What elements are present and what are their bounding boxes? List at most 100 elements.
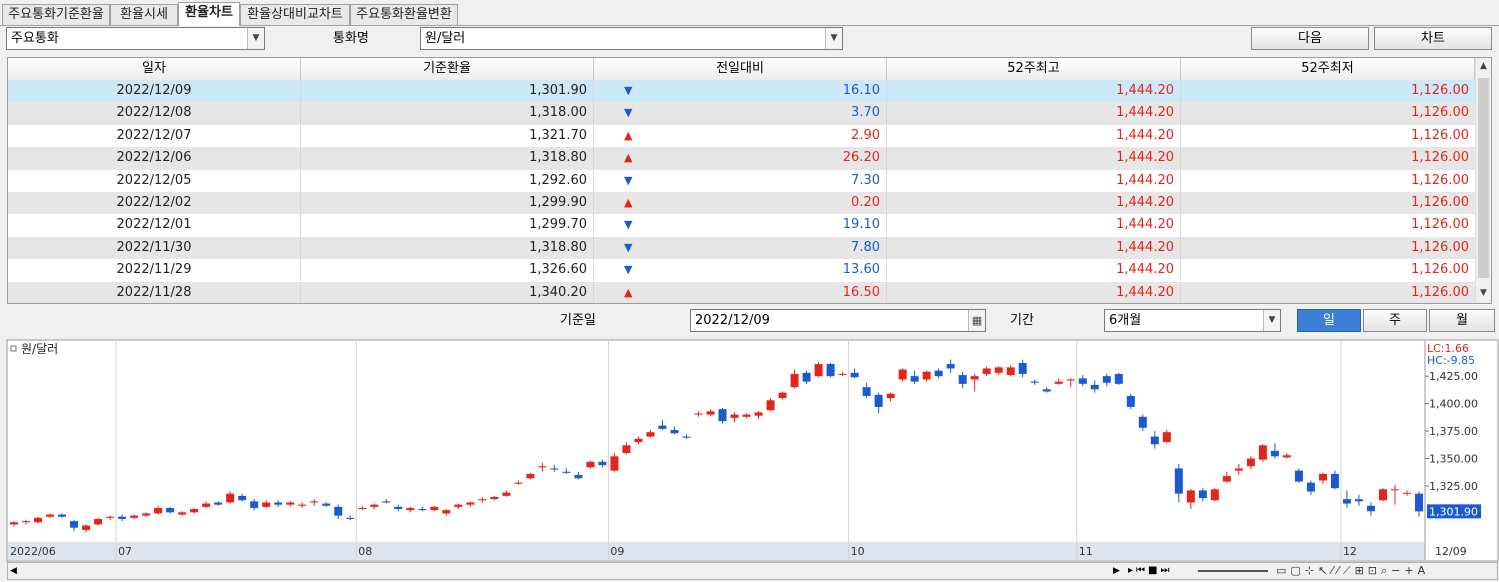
candle-body: [334, 506, 343, 516]
candle-body: [274, 502, 283, 505]
table-row[interactable]: 2022/12/09 1,301.90 16.10 1,444.20 1,126.00 ▼: [8, 80, 1475, 103]
candle-body: [1150, 436, 1159, 445]
table-cell: 1,126.00: [1411, 239, 1469, 255]
tab[interactable]: 환율시세: [110, 4, 178, 25]
candle-body: [1318, 473, 1327, 481]
table-cell: 2022/12/08: [8, 102, 301, 125]
y-tick-label: 1,325.00: [1429, 480, 1478, 493]
table-cell: 16.50: [594, 281, 887, 303]
unit-button[interactable]: 월: [1429, 309, 1495, 332]
table-row[interactable]: 2022/11/30 1,318.80 7.80 1,444.20 1,126.00 ▼: [8, 236, 1475, 260]
candle-body: [1102, 376, 1111, 383]
tab[interactable]: 주요통화환율변환: [350, 4, 458, 25]
x-tick-label: 08: [358, 545, 372, 558]
currency-combo[interactable]: 원/달러 ▼: [420, 27, 843, 50]
candle-body: [958, 375, 967, 384]
candle-body: [178, 512, 187, 515]
table-cell: 1,444.20: [887, 80, 1181, 102]
candle-body: [1006, 367, 1015, 376]
candle-body: [754, 412, 763, 416]
chart-button[interactable]: 차트: [1374, 27, 1492, 50]
candle-body: [118, 516, 127, 519]
candle-body: [526, 473, 535, 479]
table-row[interactable]: 2022/11/28 1,340.20 16.50 1,444.20 1,126.00 ▲: [8, 281, 1475, 303]
candle-body: [982, 368, 991, 374]
candle-body: [970, 376, 979, 380]
candle-body: [322, 503, 331, 506]
candle-body: [766, 400, 775, 411]
candle-body: [454, 504, 463, 507]
table-row[interactable]: 2022/12/08 1,318.00 3.70 1,444.20 1,126.00 ▼: [8, 102, 1475, 125]
table-cell: 1,444.20: [887, 102, 1181, 125]
candle-body: [1306, 482, 1315, 492]
candle-body: [898, 369, 907, 380]
table-row[interactable]: 2022/12/02 1,299.90 0.20 1,444.20 1,126.00 ▲: [8, 192, 1475, 215]
unit-button[interactable]: 주: [1363, 309, 1427, 332]
candle-body: [1126, 395, 1135, 407]
tab[interactable]: 환율차트: [178, 2, 240, 26]
base-date-input[interactable]: 2022/12/09 ▦: [690, 309, 986, 332]
candle-body: [826, 364, 835, 377]
candle-body: [1354, 499, 1363, 502]
drawing-tools[interactable]: ▭▢⊹↖⁄⁄⟋⊞⊡⌕−+A: [1276, 564, 1430, 577]
x-tick-label: 10: [851, 545, 865, 558]
candle-body: [790, 373, 799, 388]
candle-body: [1138, 416, 1147, 428]
scroll-left[interactable]: ◀: [10, 566, 17, 576]
calendar-button: ▦: [968, 310, 985, 331]
unit-button[interactable]: 일: [1297, 309, 1361, 332]
zoom-slider[interactable]: [1198, 570, 1268, 572]
candle-body: [1378, 489, 1387, 501]
candle-body: [238, 495, 247, 501]
down-arrow: ▼: [624, 84, 633, 97]
candle-body: [922, 371, 931, 380]
group-combo[interactable]: 주요통화 ▼: [6, 27, 265, 50]
table-scrollbar[interactable]: ▲ ▼: [1475, 58, 1491, 303]
up-arrow: ▲: [624, 128, 633, 142]
candle-body: [1066, 379, 1075, 381]
combo-arrow: ▼: [1263, 310, 1280, 331]
table-cell: 1,299.90: [301, 192, 594, 214]
table-row[interactable]: 2022/11/29 1,326.60 13.60 1,444.20 1,126.00 ▼: [8, 259, 1475, 282]
table-cell: 7.30: [594, 169, 887, 192]
next-button[interactable]: 다음: [1251, 27, 1369, 50]
candle-body: [310, 501, 319, 503]
scroll-right[interactable]: ▶: [1113, 566, 1120, 576]
base-date-value: 2022/12/09: [695, 313, 770, 328]
tab[interactable]: 환율상대비교차트: [240, 4, 350, 25]
candle-body: [22, 521, 31, 523]
table-cell: 1,126.00: [1411, 127, 1469, 143]
down-arrow: ▼: [624, 173, 633, 187]
down-arrow: ▼: [624, 263, 633, 277]
playback-controls[interactable]: ▸⏮■⏭: [1128, 565, 1173, 576]
rate-table: ▲ ▼ 일자 기준환율 전일대비 52주최고 52주최저 2022/12/09 1,301.…: [7, 57, 1492, 304]
table-cell: 1,126.00: [1411, 172, 1469, 188]
tab[interactable]: 주요통화기준환율: [2, 4, 110, 25]
down-arrow: ▼: [624, 106, 633, 120]
candle-body: [634, 438, 643, 443]
candle-body: [598, 461, 607, 466]
candle-body: [1282, 455, 1291, 458]
table-cell: 1,299.70: [301, 214, 594, 237]
candle-body: [154, 507, 163, 514]
table-row[interactable]: 2022/12/07 1,321.70 2.90 1,444.20 1,126.00 ▲: [8, 124, 1475, 148]
candle-body: [910, 376, 919, 382]
candle-body: [1330, 473, 1339, 489]
candle-body: [1342, 499, 1351, 504]
currency-value: 원/달러: [425, 31, 466, 46]
candle-body: [1162, 432, 1171, 443]
table-row[interactable]: 2022/12/01 1,299.70 19.10 1,444.20 1,126.00 ▼: [8, 214, 1475, 237]
y-tick-label: 1,400.00: [1429, 398, 1478, 411]
candle-body: [538, 466, 547, 468]
group-value: 주요통화: [11, 31, 59, 46]
candle-body: [586, 461, 595, 468]
table-row[interactable]: 2022/12/06 1,318.80 26.20 1,444.20 1,126.00 ▲: [8, 147, 1475, 170]
period-combo[interactable]: 6개월 ▼: [1104, 309, 1281, 332]
table-cell: 19.10: [594, 214, 887, 237]
candle-body: [994, 367, 1003, 373]
candle-body: [202, 503, 211, 507]
candle-body: [478, 499, 487, 501]
table-cell: 2022/12/09: [8, 80, 301, 102]
table-row[interactable]: 2022/12/05 1,292.60 7.30 1,444.20 1,126.00 ▼: [8, 169, 1475, 192]
